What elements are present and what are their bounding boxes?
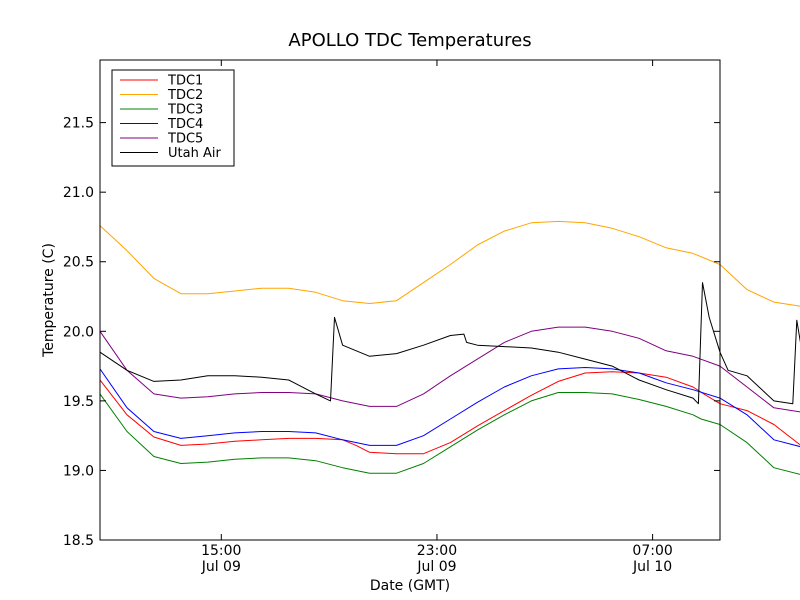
x-tick-time-label: 23:00 [417,543,457,559]
series-line-tdc2 [99,220,800,307]
series-line-tdc5 [99,326,800,413]
series-line-tdc3 [99,392,800,475]
legend-box [111,69,235,167]
x-tick-date-label: Jul 09 [201,559,241,575]
chart-title: APOLLO TDC Temperatures [288,30,531,51]
legend-label-tdc2: TDC2 [167,88,203,103]
x-tick-time-label: 15:00 [201,543,241,559]
y-tick-label: 20.5 [63,255,94,271]
series-layer [99,220,800,475]
series-line-tdc1 [99,371,800,455]
y-tick-label: 19.0 [63,463,94,479]
x-tick-date-label: Jul 09 [416,559,456,575]
y-tick-label: 20.0 [63,324,94,340]
legend-label-utah-air: Utah Air [168,146,221,161]
plot-frame [99,59,721,541]
y-tick-label: 19.5 [63,394,94,410]
y-tick-label: 18.5 [63,533,94,549]
y-tick-label: 21.5 [63,116,94,132]
legend-label-tdc5: TDC5 [167,132,203,147]
legend-label-tdc4: TDC4 [167,117,203,132]
series-line-tdc4 [99,367,800,448]
x-tick-time-label: 07:00 [632,543,672,559]
x-tick-date-label: Jul 10 [632,559,672,575]
x-axis-label: Date (GMT) [370,578,450,594]
y-axis: 18.5 19.0 19.5 20.0 20.5 21.0 21.5 [63,116,720,549]
y-tick-label: 21.0 [63,185,94,201]
y-axis-label: Temperature (C) [41,243,57,358]
legend-label-tdc1: TDC1 [167,74,203,89]
legend-label-tdc3: TDC3 [167,103,203,118]
series-line-utah-air [99,282,800,405]
